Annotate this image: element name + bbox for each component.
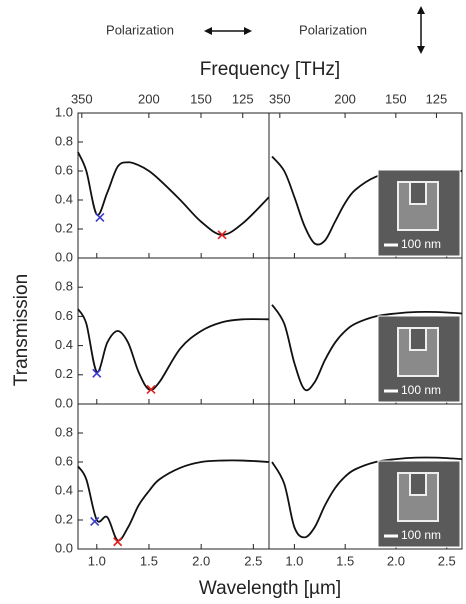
transmission-curve xyxy=(77,151,270,236)
sem-background xyxy=(377,169,461,257)
marker-stroke xyxy=(217,230,227,240)
y-tick-label: 0.8 xyxy=(55,133,73,148)
marker-stroke xyxy=(146,384,156,394)
sem-structure xyxy=(397,181,439,231)
x-tick-label: 2.5 xyxy=(244,553,262,568)
transmission-curve xyxy=(271,304,463,392)
sem-structure xyxy=(397,472,439,522)
resonance-marker xyxy=(113,537,123,547)
top-tick-label: 350 xyxy=(71,91,93,106)
transmission-curve xyxy=(271,456,463,539)
y-tick-label: 0.8 xyxy=(55,424,73,439)
top-tick-label: 125 xyxy=(426,91,448,106)
x-axis-label: Wavelength [µm] xyxy=(199,578,341,599)
sem-inset: 100 nm xyxy=(377,315,461,403)
marker-stroke xyxy=(95,212,105,222)
x-tick-label: 1.0 xyxy=(285,553,303,568)
x-tick-label: 2.0 xyxy=(192,553,210,568)
top-tick-label: 150 xyxy=(190,91,212,106)
x-tick-label: 2.0 xyxy=(387,553,405,568)
y-tick-label: 0.4 xyxy=(55,191,73,206)
scale-bar-label: 100 nm xyxy=(401,383,441,397)
top-tick-label: 200 xyxy=(138,91,160,106)
resonance-marker xyxy=(95,212,105,222)
marker-stroke xyxy=(90,516,100,527)
x-tick-label: 1.5 xyxy=(336,553,354,568)
marker-stroke xyxy=(113,537,123,547)
x-tick-label: 1.0 xyxy=(88,553,106,568)
top-axis-label: Frequency [THz] xyxy=(200,59,340,80)
sem-inset: 100 nm xyxy=(377,169,461,257)
y-tick-label: 0.4 xyxy=(55,337,73,352)
resonance-marker xyxy=(217,230,227,240)
panel-frame xyxy=(77,257,270,405)
y-tick-label: 0.0 xyxy=(55,249,73,264)
marker-stroke xyxy=(92,368,102,378)
transmission-curve xyxy=(77,308,270,391)
panel-frame xyxy=(77,112,270,259)
resonance-marker xyxy=(90,516,100,527)
y-tick-label: 0.2 xyxy=(55,366,73,381)
y-tick-label: 0.8 xyxy=(55,279,73,294)
scale-bar-label: 100 nm xyxy=(401,237,441,251)
horizontal-arrow xyxy=(204,27,252,35)
polarization-label: Polarization xyxy=(299,22,367,37)
y-tick-label: 0.6 xyxy=(55,162,73,177)
top-tick-label: 150 xyxy=(385,91,407,106)
top-tick-label: 125 xyxy=(232,91,254,106)
sem-structure xyxy=(397,327,439,377)
panel-frame xyxy=(268,403,463,550)
x-tick-label: 1.5 xyxy=(140,553,158,568)
y-tick-label: 0.6 xyxy=(55,308,73,323)
y-tick-label: 0.2 xyxy=(55,220,73,235)
y-axis-label: Transmission xyxy=(11,274,32,386)
sem-inset: 100 nm xyxy=(377,460,461,548)
y-tick-label: 0.0 xyxy=(55,540,73,555)
resonance-marker xyxy=(92,368,102,378)
y-tick-label: 0.6 xyxy=(55,453,73,468)
y-tick-label: 0.2 xyxy=(55,511,73,526)
y-tick-label: 0.4 xyxy=(55,482,73,497)
panel-frame xyxy=(77,403,270,550)
y-tick-label: 0.0 xyxy=(55,395,73,410)
top-tick-label: 200 xyxy=(334,91,356,106)
y-tick-label: 1.0 xyxy=(55,104,73,119)
resonance-marker xyxy=(146,384,156,394)
x-tick-label: 2.5 xyxy=(438,553,456,568)
top-tick-label: 350 xyxy=(269,91,291,106)
transmission-curve xyxy=(77,459,270,542)
vertical-arrow xyxy=(417,6,425,54)
polarization-label: Polarization xyxy=(106,22,174,37)
scale-bar-label: 100 nm xyxy=(401,528,441,542)
